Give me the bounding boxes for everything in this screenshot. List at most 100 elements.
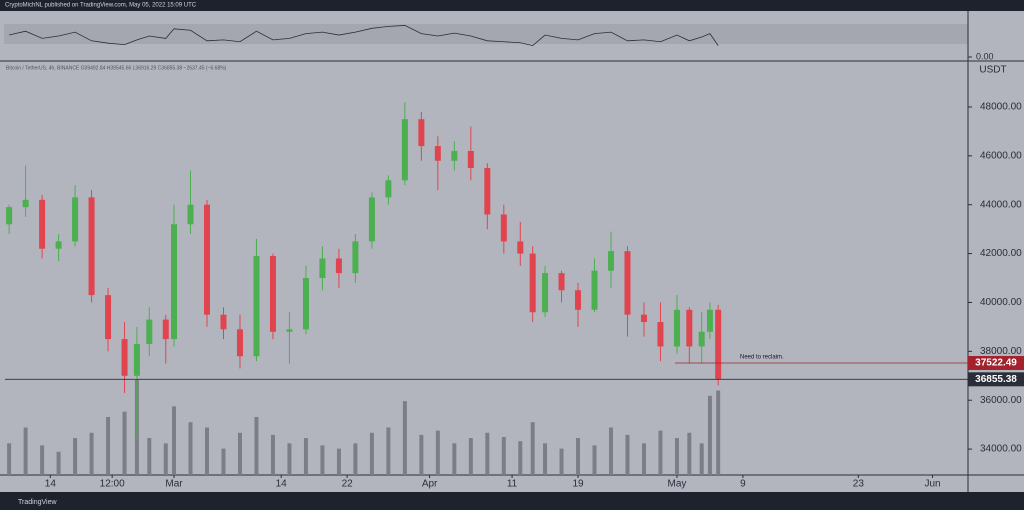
candle-body <box>220 314 227 330</box>
candle-body <box>575 290 582 310</box>
candle-body <box>624 251 631 315</box>
y-tick-label: 34000.00 <box>980 444 1022 455</box>
volume-bar <box>237 432 242 475</box>
header: CryptoMichNL published on TradingView.co… <box>5 3 197 9</box>
candle-body <box>302 278 309 330</box>
candle-body <box>529 253 536 313</box>
candle-body <box>434 146 441 161</box>
volume-bar <box>699 443 704 475</box>
candle-body <box>171 224 178 340</box>
volume-bar <box>687 432 692 475</box>
rsi-tick-label: 0.00 <box>976 51 994 61</box>
legend: Bitcoin / TetherUS, 4h, BINANCE O39492.8… <box>6 65 227 71</box>
candle-body <box>22 199 29 208</box>
volume-bar <box>386 427 391 475</box>
candle-body <box>673 309 680 347</box>
candle-body <box>517 241 524 254</box>
y-axis-label: USDT <box>979 65 1006 76</box>
volume-bar <box>658 430 663 475</box>
x-tick-label: 9 <box>740 479 746 490</box>
volume-bar <box>419 434 424 475</box>
x-tick-label: 22 <box>342 479 354 490</box>
volume-bar <box>172 406 177 475</box>
x-tick-label: Jun <box>924 479 940 490</box>
volume-bar <box>625 434 630 475</box>
volume-bar <box>23 427 28 475</box>
rsi-line <box>9 25 719 47</box>
candle-body <box>558 273 565 291</box>
volume-bar <box>106 416 111 475</box>
y-tick-label: 48000.00 <box>980 102 1022 113</box>
volume-bar <box>163 443 168 475</box>
volume-bar <box>303 438 308 475</box>
volume-bar <box>73 438 78 475</box>
volume-bar <box>559 448 564 475</box>
candle-body <box>715 309 722 380</box>
volume-bar <box>56 451 61 475</box>
volume-bar <box>501 437 506 475</box>
volume-bar <box>452 443 457 475</box>
price-level-tag <box>968 372 1024 387</box>
volume-bar <box>518 441 523 475</box>
volume-bar <box>320 445 325 475</box>
volume-bar <box>353 443 358 475</box>
candle-body <box>39 199 46 249</box>
candle-body <box>146 319 153 345</box>
candle-body <box>352 241 359 274</box>
y-tick-label: 38000.00 <box>980 346 1022 357</box>
volume-bar <box>716 390 721 475</box>
candle-body <box>253 256 260 357</box>
candle-body <box>286 329 293 332</box>
volume-bar <box>641 443 646 475</box>
y-tick-label: 40000.00 <box>980 297 1022 308</box>
x-tick-label: 12:00 <box>100 479 125 490</box>
x-tick-label: 19 <box>572 479 584 490</box>
x-tick-label: 14 <box>276 479 288 490</box>
candle-body <box>706 309 713 332</box>
x-tick-label: 23 <box>853 479 865 490</box>
volume-bar <box>530 422 535 475</box>
volume-bar <box>204 427 209 475</box>
volume-bar <box>147 438 152 475</box>
x-tick-label: May <box>668 479 687 490</box>
candle-body <box>133 344 140 376</box>
candle-body <box>385 180 392 198</box>
volume-bar <box>7 443 12 475</box>
volume-bar <box>270 434 275 475</box>
volume-bar <box>435 430 440 475</box>
candle-body <box>451 150 458 161</box>
y-tick-label: 36000.00 <box>980 395 1022 406</box>
candle-body <box>203 204 210 315</box>
volume-bar <box>188 422 193 475</box>
y-tick-label: 44000.00 <box>980 199 1022 210</box>
volume-bar <box>89 432 94 475</box>
price-level-label: 36855.38 <box>975 374 1017 385</box>
volume-bar <box>707 395 712 475</box>
y-tick-label: 42000.00 <box>980 248 1022 259</box>
x-tick-label: Mar <box>165 479 183 490</box>
candle-body <box>88 197 95 296</box>
candle-body <box>319 258 326 279</box>
candle-body <box>121 339 128 376</box>
volume-bar <box>336 448 341 475</box>
volume-bar <box>674 438 679 475</box>
candle-body <box>187 204 194 225</box>
candle-body <box>368 197 375 242</box>
candle-body <box>236 329 243 357</box>
candle-body <box>657 322 664 347</box>
volume-bar <box>221 448 226 475</box>
volume-bar <box>40 445 45 475</box>
x-tick-label: 14 <box>45 479 57 490</box>
chart-area <box>0 11 1024 492</box>
candle-body <box>418 119 425 147</box>
candle-body <box>607 251 614 271</box>
volume-bar <box>608 427 613 475</box>
volume-bar <box>369 432 374 475</box>
candle-body <box>542 273 549 313</box>
volume-bar <box>576 438 581 475</box>
y-tick-label: 46000.00 <box>980 150 1022 161</box>
x-tick-label: Apr <box>422 479 438 490</box>
candle-body <box>484 168 491 215</box>
annotation: Need to reclaim. <box>740 355 784 361</box>
x-tick-label: 11 <box>507 479 518 490</box>
